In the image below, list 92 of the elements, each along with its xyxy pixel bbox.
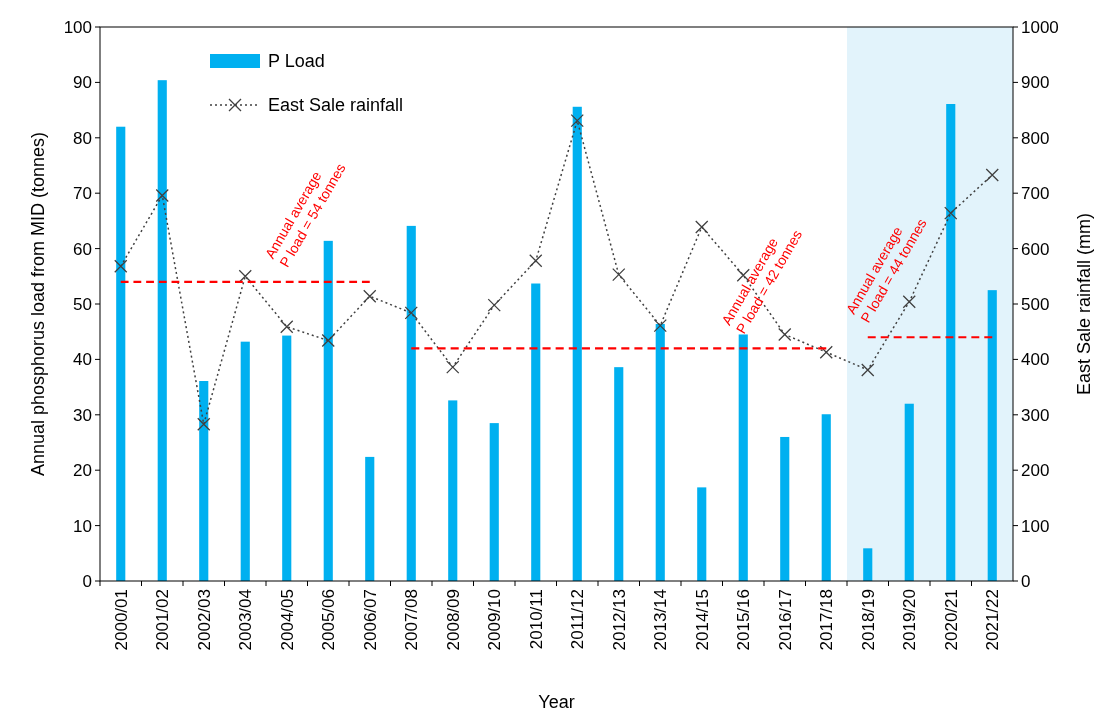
- y-tick-label: 90: [73, 73, 92, 93]
- x-tick-label: 2018/19: [858, 589, 878, 651]
- point: [944, 206, 958, 220]
- y2-tick-label: 500: [1021, 294, 1050, 314]
- y2-tick-label: 700: [1021, 184, 1050, 204]
- x-tick-label: 2005/06: [319, 589, 339, 651]
- y-tick-label: 10: [73, 516, 92, 536]
- y2-tick-label: 600: [1021, 239, 1050, 259]
- point: [446, 360, 460, 374]
- x-tick-label: 2006/07: [360, 589, 380, 651]
- bar: [531, 283, 541, 581]
- x-tick-label: 2001/02: [153, 589, 173, 651]
- bar: [655, 323, 665, 581]
- x-tick-label: 2021/22: [983, 589, 1003, 651]
- y2-tick-label: 900: [1021, 73, 1050, 93]
- point: [238, 269, 252, 283]
- point: [778, 327, 792, 342]
- bar: [448, 400, 458, 581]
- bar: [116, 126, 126, 581]
- x-tick-label: 2020/21: [941, 589, 961, 651]
- bar: [489, 423, 499, 581]
- point: [529, 254, 543, 268]
- y-tick-label: 80: [73, 128, 92, 148]
- y-tick-label: 100: [63, 17, 92, 37]
- y-tick-label: 20: [73, 461, 92, 481]
- point: [114, 259, 128, 273]
- point: [570, 113, 584, 128]
- bar: [863, 548, 873, 581]
- y2-tick-label: 100: [1021, 516, 1050, 536]
- point: [155, 188, 169, 203]
- y-tick-label: 60: [73, 239, 92, 259]
- legend-label: East Sale rainfall: [268, 95, 404, 116]
- x-axis-title: Year: [538, 692, 575, 712]
- x-tick-label: 2008/09: [443, 589, 463, 651]
- x-tick-label: 2012/13: [609, 589, 629, 651]
- x-tick-label: 2013/14: [651, 589, 671, 651]
- x-tick-label: 2007/08: [402, 589, 422, 651]
- point: [902, 295, 916, 309]
- x-tick-label: 2015/16: [734, 589, 754, 651]
- point: [321, 333, 335, 348]
- y-tick-label: 30: [73, 405, 92, 425]
- x-tick-label: 2010/11: [526, 589, 546, 650]
- bar: [240, 341, 250, 581]
- bar: [697, 487, 707, 581]
- x-tick-label: 2003/04: [236, 589, 256, 651]
- point: [197, 417, 211, 431]
- point: [653, 318, 667, 333]
- point: [280, 320, 294, 334]
- bar: [987, 290, 997, 581]
- x-tick-label: 2004/05: [277, 589, 297, 651]
- point: [695, 220, 709, 234]
- bar: [946, 104, 956, 581]
- bar: [821, 414, 831, 581]
- bar: [572, 106, 582, 581]
- legend-label: P Load: [268, 51, 325, 72]
- point: [363, 289, 377, 303]
- y2-tick-label: 800: [1021, 128, 1050, 148]
- y2-tick-label: 200: [1021, 461, 1050, 481]
- y2-tick-label: 300: [1021, 405, 1050, 425]
- y2-tick-label: 0: [1021, 571, 1031, 591]
- x-tick-label: 2009/10: [485, 589, 505, 651]
- bar: [365, 456, 375, 581]
- x-tick-label: 2014/15: [692, 589, 712, 651]
- x-tick-label: 2011/12: [568, 589, 588, 650]
- x-tick-label: 2000/01: [111, 589, 131, 651]
- y-tick-label: 70: [73, 184, 92, 204]
- bar: [738, 334, 748, 581]
- point: [404, 306, 418, 320]
- bar: [904, 403, 914, 581]
- x-tick-label: 2017/18: [817, 589, 837, 651]
- bar: [157, 80, 167, 581]
- bar: [406, 225, 416, 581]
- point: [819, 345, 833, 359]
- bar: [614, 367, 624, 581]
- y2-axis-title: East Sale rainfall (mm): [1074, 212, 1094, 396]
- point: [985, 168, 999, 182]
- y2-tick-label: 1000: [1021, 17, 1059, 37]
- point: [612, 267, 626, 282]
- bar: [780, 436, 790, 581]
- y-tick-label: 0: [82, 571, 92, 591]
- x-tick-label: 2002/03: [194, 589, 214, 651]
- y-axis-title: Annual phosphorus load from MID (tonnes): [28, 131, 48, 477]
- x-tick-label: 2019/20: [900, 589, 920, 651]
- bar: [282, 335, 292, 581]
- y-tick-label: 50: [73, 294, 92, 314]
- point: [487, 298, 501, 312]
- y2-tick-label: 400: [1021, 350, 1050, 370]
- bar: [323, 240, 333, 581]
- y-tick-label: 40: [73, 350, 92, 370]
- point: [861, 363, 875, 377]
- x-tick-label: 2016/17: [775, 589, 795, 651]
- bar: [199, 381, 209, 581]
